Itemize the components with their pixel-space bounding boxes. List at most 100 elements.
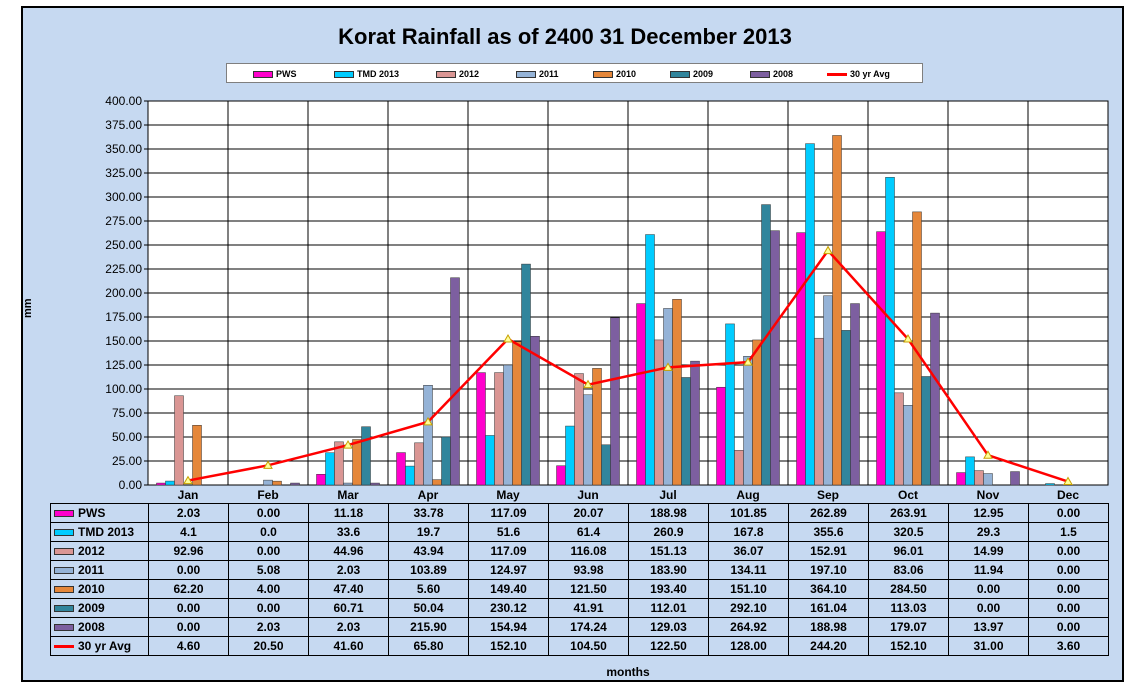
x-tick-label-jul: Jul [659,488,676,502]
table-cell: 31.00 [948,636,1029,656]
table-cell: 92.96 [148,541,229,561]
table-cell: 43.94 [388,541,469,561]
legend-label: PWS [276,69,297,79]
bar-2009-jul [681,377,691,486]
bar-2008-apr [450,277,460,486]
bar-2010-may [512,341,522,486]
legend-item-pws: PWS [253,67,297,81]
table-row: 2012 92.96 0.00 44.96 43.94 117.09 116.08 151.1… [50,541,1109,561]
table-cell: 0.00 [148,617,229,637]
table-cell: 2.03 [308,560,389,580]
bar-pws-aug [716,386,726,486]
x-tick-label-sep: Sep [817,488,839,502]
table-cell: 41.60 [308,636,389,656]
bar-2012-mar [334,441,344,486]
row-swatch [54,529,74,537]
bar-tmd-2013-aug [725,323,735,486]
table-cell: 116.08 [548,541,629,561]
bar-2011-feb [263,479,273,486]
table-cell: 5.60 [388,579,469,599]
bar-2008-feb [290,482,300,486]
legend-swatch [436,71,456,79]
table-cell: 65.80 [388,636,469,656]
table-cell: 124.97 [468,560,549,580]
table-cell: 197.10 [788,560,869,580]
y-tick-label: 325.00 [105,166,142,180]
row-series-name: TMD 2013 [78,525,135,539]
bar-pws-jun [556,465,566,486]
bar-tmd-2013-oct [885,177,895,486]
table-cell: 0.0 [228,522,309,542]
table-cell: 0.00 [1028,541,1109,561]
table-cell: 262.89 [788,503,869,523]
table-cell: 0.00 [1028,617,1109,637]
x-tick-label-dec: Dec [1057,488,1079,502]
y-tick-label: 400.00 [105,94,142,108]
bar-2012-oct [894,392,904,486]
table-cell: 0.00 [1028,579,1109,599]
table-cell: 151.13 [628,541,709,561]
table-cell: 11.18 [308,503,389,523]
marker-30-yr-avg-oct [903,333,913,343]
bar-pws-oct [876,231,886,486]
x-tick-label-feb: Feb [257,488,278,502]
row-series-name: 2012 [78,544,105,558]
table-cell: 320.5 [868,522,949,542]
bar-2008-jun [610,317,620,486]
bar-2008-sep [850,303,860,486]
table-cell: 50.04 [388,598,469,618]
row-swatch [54,548,74,556]
bar-2010-mar [352,439,362,486]
bar-pws-apr [396,452,406,486]
row-series-name: 30 yr Avg [78,639,132,653]
table-cell: 47.40 [308,579,389,599]
table-cell: 60.71 [308,598,389,618]
x-tick-label-oct: Oct [898,488,918,502]
legend-item-2012: 2012 [436,67,479,81]
bar-2012-sep [814,337,824,486]
bar-pws-sep [796,232,806,486]
bar-2011-jun [583,394,593,486]
table-cell: 0.00 [228,503,309,523]
data-table: PWS 2.03 0.00 11.18 33.78 117.09 20.07 188.98 10… [50,503,1109,656]
table-cell: 230.12 [468,598,549,618]
table-row-header: TMD 2013 [50,522,149,542]
bar-pws-may [476,372,486,486]
table-cell: 152.10 [468,636,549,656]
y-tick-label: 375.00 [105,118,142,132]
x-tick-label-aug: Aug [736,488,759,502]
bar-2012-may [494,372,504,486]
row-swatch [54,567,74,575]
row-swatch [54,586,74,594]
bar-tmd-2013-sep [805,143,815,486]
bar-2012-apr [414,442,424,486]
bar-2011-aug [743,356,753,486]
table-cell: 264.92 [708,617,789,637]
table-row: 2008 0.00 2.03 2.03 215.90 154.94 174.24 129.03… [50,617,1109,637]
bar-2011-nov [983,473,993,486]
bar-2010-aug [752,339,762,486]
table-cell: 2.03 [308,617,389,637]
y-tick-label: 250.00 [105,238,142,252]
row-swatch [54,645,74,649]
table-row-header: 2008 [50,617,149,637]
marker-30-yr-avg-feb [263,460,273,469]
legend-swatch [670,71,690,79]
bar-tmd-2013-jul [645,234,655,486]
row-series-name: 2011 [78,563,105,577]
table-cell: 14.99 [948,541,1029,561]
bar-2012-jun [574,373,584,486]
table-cell: 29.3 [948,522,1029,542]
legend-swatch [334,71,354,79]
y-tick-label: 0.00 [119,478,143,492]
table-cell: 183.90 [628,560,709,580]
table-cell: 61.4 [548,522,629,542]
table-cell: 4.00 [228,579,309,599]
table-cell: 364.10 [788,579,869,599]
table-row-header: 2011 [50,560,149,580]
legend-label: 30 yr Avg [850,69,890,79]
marker-30-yr-avg-apr [423,416,433,426]
table-cell: 1.5 [1028,522,1109,542]
bar-2010-jul [672,299,682,486]
bar-tmd-2013-may [485,435,495,486]
